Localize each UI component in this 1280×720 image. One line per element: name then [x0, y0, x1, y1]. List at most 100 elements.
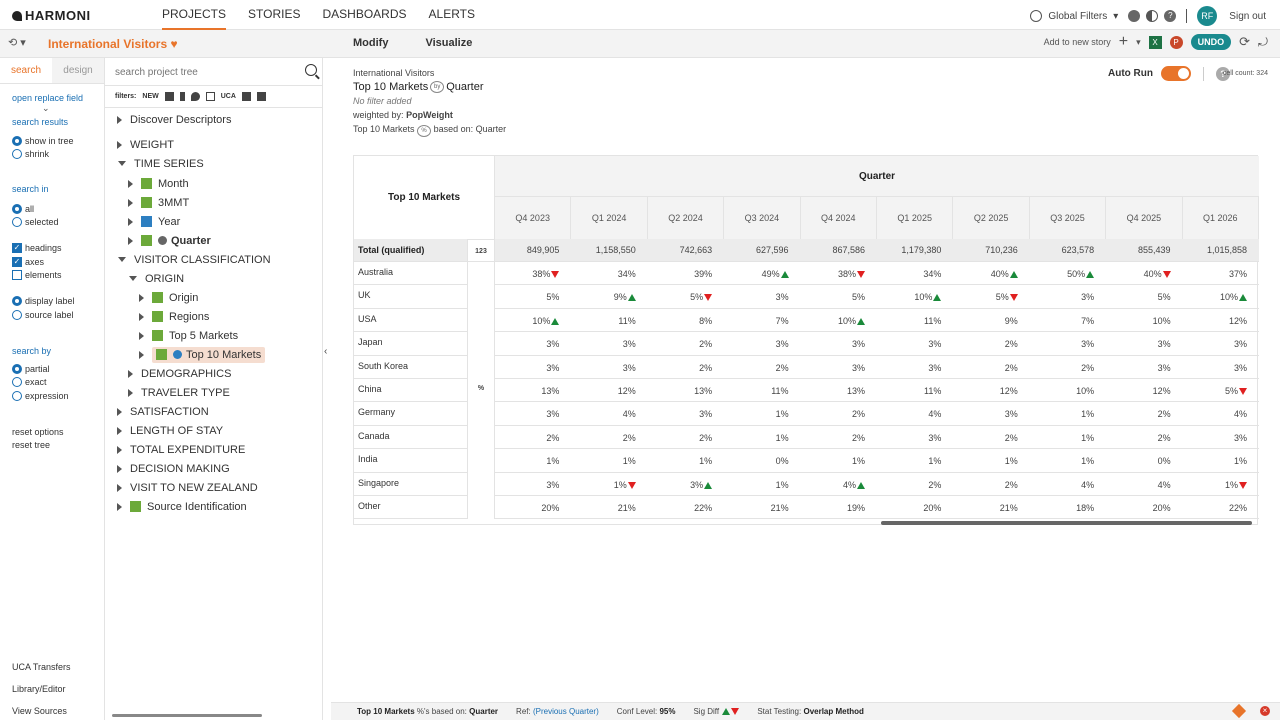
weighted-by-value[interactable]: PopWeight: [406, 110, 453, 120]
caret-right-icon[interactable]: [117, 502, 122, 511]
selected-radio[interactable]: selected: [12, 217, 59, 227]
excel-export-icon[interactable]: X: [1148, 35, 1162, 49]
row-label[interactable]: Singapore: [354, 473, 467, 496]
show-in-tree-radio[interactable]: show in tree: [12, 136, 74, 146]
partial-radio[interactable]: partial: [12, 364, 50, 374]
column-header[interactable]: Q4 2023: [495, 197, 572, 239]
tree-node[interactable]: ORIGIN: [128, 269, 346, 288]
caret-right-icon[interactable]: [117, 426, 122, 435]
column-header[interactable]: Q1 2026: [1182, 197, 1259, 239]
all-radio[interactable]: all: [12, 204, 34, 214]
chevron-down-icon[interactable]: ⌄: [42, 103, 50, 113]
tree-node[interactable]: Month: [128, 174, 346, 193]
caret-right-icon[interactable]: [128, 198, 133, 207]
global-filters-button[interactable]: Global Filters: [1048, 10, 1108, 22]
tree-node-selected[interactable]: Top 10 Markets: [139, 345, 357, 364]
nav-alerts[interactable]: ALERTS: [428, 7, 475, 21]
caret-down-icon[interactable]: [129, 276, 137, 281]
tree-node[interactable]: Regions: [139, 307, 357, 326]
column-header[interactable]: Q3 2024: [724, 197, 801, 239]
library-editor-link[interactable]: Library/Editor: [12, 684, 66, 694]
filter-new[interactable]: NEW: [142, 93, 159, 100]
history-button[interactable]: ⟲ ▾: [8, 37, 26, 49]
row-label[interactable]: Japan: [354, 332, 467, 356]
caret-right-icon[interactable]: [139, 312, 144, 321]
tree-node[interactable]: Year: [128, 212, 346, 231]
count-badge[interactable]: 123: [467, 239, 495, 262]
tab-modify[interactable]: Modify: [353, 37, 389, 49]
undo-button[interactable]: UNDO: [1190, 34, 1232, 50]
refresh-icon[interactable]: ⟳: [1239, 34, 1250, 49]
close-icon[interactable]: ×: [1260, 706, 1270, 716]
chevron-down-icon[interactable]: ▾: [1113, 10, 1119, 22]
based-on-value[interactable]: Quarter: [475, 124, 507, 134]
caret-down-icon[interactable]: [118, 257, 126, 262]
caret-right-icon[interactable]: [128, 236, 133, 245]
reset-icon[interactable]: ⤾: [1258, 34, 1268, 49]
column-header[interactable]: Q4 2024: [800, 197, 877, 239]
avatar[interactable]: RF: [1197, 6, 1218, 26]
help-icon[interactable]: ?: [1216, 66, 1230, 81]
open-replace-field-link[interactable]: open replace field: [12, 93, 84, 103]
tree-node[interactable]: WEIGHT: [117, 135, 335, 154]
column-header[interactable]: Q1 2024: [571, 197, 648, 239]
tree-node[interactable]: DECISION MAKING: [117, 459, 335, 478]
caret-right-icon[interactable]: [117, 140, 122, 149]
collapse-panel-icon[interactable]: ‹: [324, 346, 328, 357]
app-logo[interactable]: HARMONI: [12, 8, 91, 23]
tree-node[interactable]: TIME SERIES: [117, 154, 335, 173]
row-axis-header[interactable]: Top 10 Markets: [354, 156, 495, 239]
nav-projects[interactable]: PROJECTS: [162, 0, 227, 30]
caret-right-icon[interactable]: [117, 407, 122, 416]
tree-node[interactable]: LENGTH OF STAY: [117, 421, 335, 440]
tree-node[interactable]: SATISFACTION: [117, 402, 335, 421]
reset-tree-link[interactable]: reset tree: [12, 440, 51, 450]
tree-node[interactable]: VISIT TO NEW ZEALAND: [117, 478, 335, 497]
column-header[interactable]: Q1 2025: [877, 197, 954, 239]
source-label-radio[interactable]: source label: [12, 310, 74, 320]
function-filter-icon[interactable]: [205, 92, 215, 101]
location-filter-icon[interactable]: [190, 92, 200, 101]
report-title-col[interactable]: Quarter: [446, 81, 484, 93]
tree-node[interactable]: TRAVELER TYPE: [128, 383, 346, 402]
tree-node[interactable]: TOTAL EXPENDITURE: [117, 440, 335, 459]
chevron-down-icon[interactable]: ▾: [1136, 36, 1141, 47]
tab-visualize[interactable]: Visualize: [425, 37, 473, 49]
caret-right-icon[interactable]: [139, 331, 144, 340]
uca-transfers-link[interactable]: UCA Transfers: [12, 662, 71, 672]
caret-right-icon[interactable]: [117, 445, 122, 454]
row-label[interactable]: China: [354, 379, 467, 403]
tree-node[interactable]: DEMOGRAPHICS: [128, 364, 346, 383]
help-icon[interactable]: ?: [1164, 10, 1177, 22]
column-filter-icon[interactable]: [179, 92, 185, 101]
caret-right-icon[interactable]: [128, 217, 133, 226]
caret-right-icon[interactable]: [139, 293, 144, 302]
pin-icon[interactable]: [1231, 703, 1247, 719]
exact-radio[interactable]: exact: [12, 377, 47, 387]
caret-right-icon[interactable]: [128, 369, 133, 378]
caret-right-icon[interactable]: [117, 115, 122, 124]
filter-uca[interactable]: UCA: [220, 93, 236, 100]
row-label[interactable]: UK: [354, 285, 467, 309]
powerpoint-export-icon[interactable]: P: [1169, 35, 1183, 49]
caret-right-icon[interactable]: [117, 483, 122, 492]
selected-node-highlight[interactable]: Top 10 Markets: [152, 346, 266, 363]
column-header[interactable]: Q3 2025: [1029, 197, 1107, 239]
nav-stories[interactable]: STORIES: [248, 7, 301, 21]
row-label[interactable]: South Korea: [354, 356, 467, 379]
table-filter-icon[interactable]: [256, 92, 266, 101]
shrink-radio[interactable]: shrink: [12, 149, 49, 159]
auto-run-toggle[interactable]: [1161, 66, 1191, 81]
report-title-row[interactable]: Top 10 Markets: [353, 81, 429, 93]
heart-icon[interactable]: ♥: [170, 37, 178, 51]
eye-icon[interactable]: [1128, 10, 1141, 22]
column-header[interactable]: Q4 2025: [1106, 197, 1183, 239]
axes-checkbox[interactable]: ✓ axes: [12, 257, 44, 267]
expression-radio[interactable]: expression: [12, 391, 69, 401]
tree-node[interactable]: Top 5 Markets: [139, 326, 357, 345]
caret-right-icon[interactable]: [117, 464, 122, 473]
nav-dashboards[interactable]: DASHBOARDS: [322, 7, 407, 21]
row-label[interactable]: Germany: [354, 402, 467, 426]
project-title[interactable]: International Visitors ♥: [48, 37, 178, 51]
sign-out-link[interactable]: Sign out: [1229, 10, 1266, 22]
